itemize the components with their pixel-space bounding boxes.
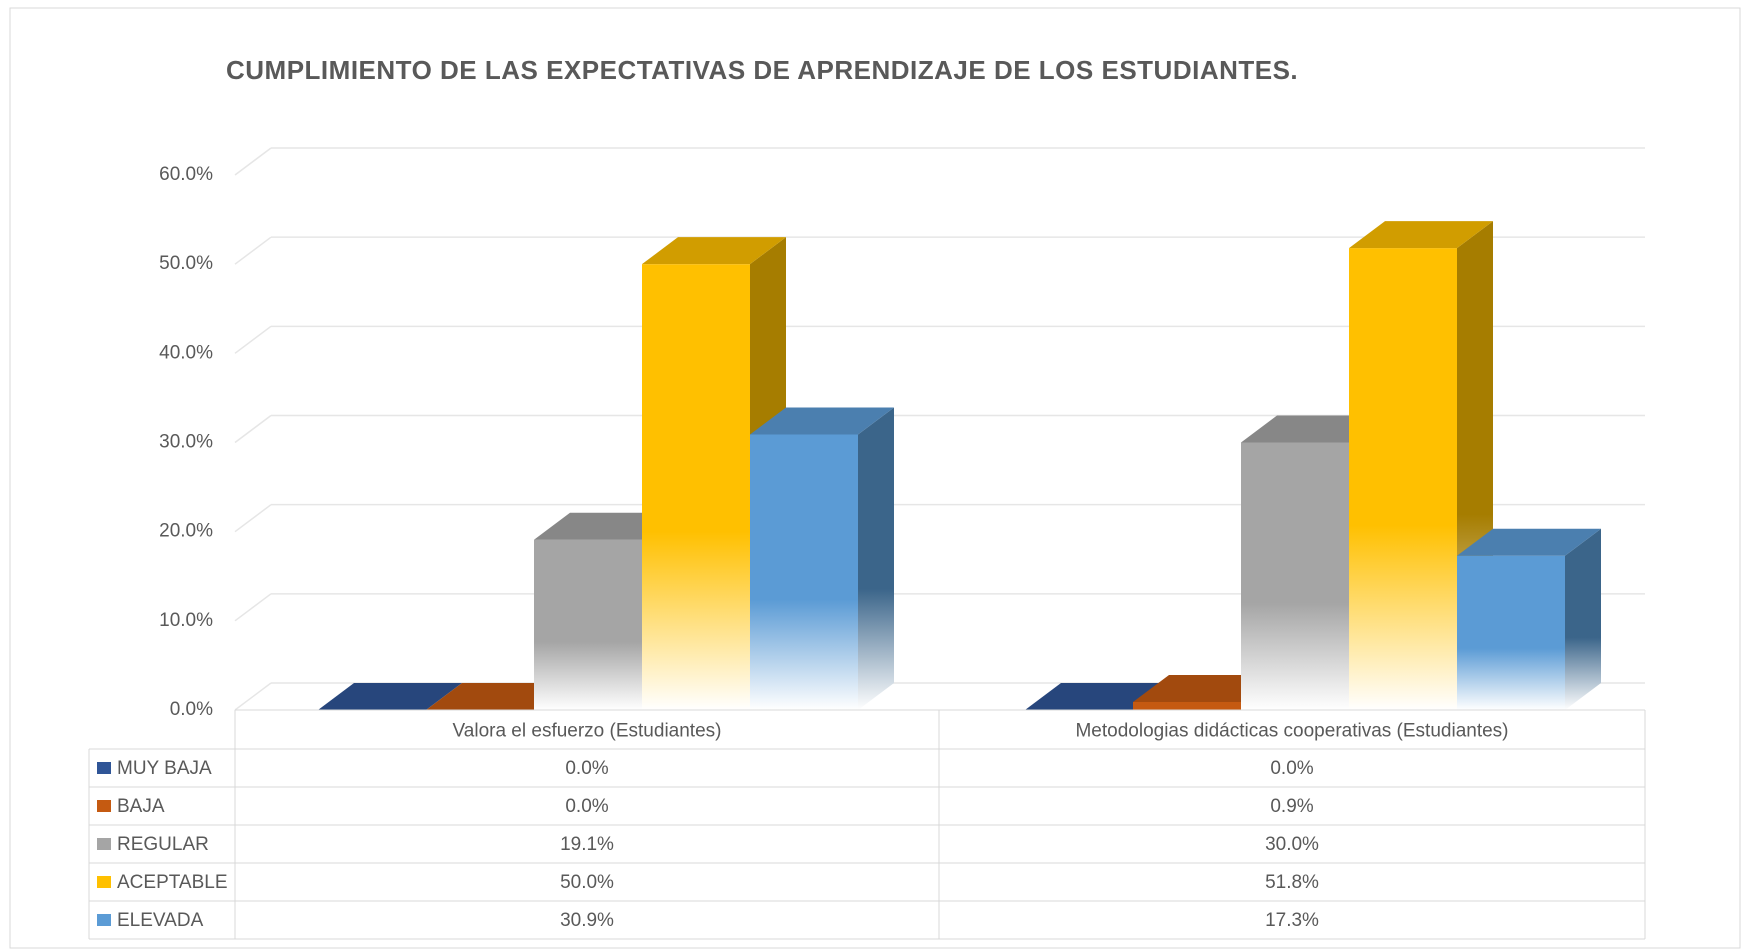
y-tick-label: 10.0% <box>159 610 213 631</box>
bar <box>642 264 750 710</box>
bar-top <box>750 407 894 435</box>
legend-label: ELEVADA <box>117 910 204 931</box>
grid-line-side <box>234 147 272 176</box>
bar <box>750 434 858 710</box>
y-tick-label: 40.0% <box>159 342 213 363</box>
bar <box>1457 555 1565 710</box>
chart-border <box>9 7 1741 949</box>
table-value: 0.0% <box>1270 758 1313 779</box>
table-value: 0.0% <box>565 796 608 817</box>
table-value: 0.0% <box>565 758 608 779</box>
legend-key <box>97 914 111 926</box>
y-tick-label: 30.0% <box>159 432 213 453</box>
category-label: Valora el esfuerzo (Estudiantes) <box>453 721 722 742</box>
table-value: 17.3% <box>1265 910 1319 931</box>
y-tick-label: 50.0% <box>159 253 213 274</box>
bar <box>534 539 642 710</box>
grid-line-side <box>234 414 272 444</box>
legend-key <box>97 800 111 812</box>
legend-label: BAJA <box>117 796 165 817</box>
table-value: 30.9% <box>560 910 614 931</box>
category-label: Metodologias didácticas cooperativas (Es… <box>1075 721 1508 742</box>
y-tick-label: 20.0% <box>159 521 213 542</box>
table-value: 50.0% <box>560 872 614 893</box>
bar-top <box>1349 221 1493 249</box>
table-value: 19.1% <box>560 834 614 855</box>
table-value: 51.8% <box>1265 872 1319 893</box>
y-tick-label: 0.0% <box>170 699 213 720</box>
grid-line-side <box>234 682 272 711</box>
bar-top <box>1457 528 1601 556</box>
legend-label: MUY BAJA <box>117 758 212 779</box>
chart-title: CUMPLIMIENTO DE LAS EXPECTATIVAS DE APRE… <box>226 55 1298 85</box>
legend-label: REGULAR <box>117 834 209 855</box>
bar-top <box>642 237 786 265</box>
grid-line-side <box>234 325 272 354</box>
legend-key <box>97 876 111 888</box>
bar-side <box>858 407 894 710</box>
bar <box>1133 701 1241 710</box>
table-value: 0.9% <box>1270 796 1313 817</box>
legend-label: ACEPTABLE <box>117 872 228 893</box>
bar-side <box>1565 528 1601 710</box>
bar <box>1349 248 1457 710</box>
bar <box>1241 442 1349 710</box>
grid-line-side <box>234 236 272 265</box>
y-tick-label: 60.0% <box>159 164 213 185</box>
legend-key <box>97 838 111 850</box>
grid-line-side <box>234 593 272 622</box>
table-value: 30.0% <box>1265 834 1319 855</box>
legend-key <box>97 762 111 774</box>
grid-line-side <box>234 504 272 533</box>
bar-top <box>318 683 462 710</box>
